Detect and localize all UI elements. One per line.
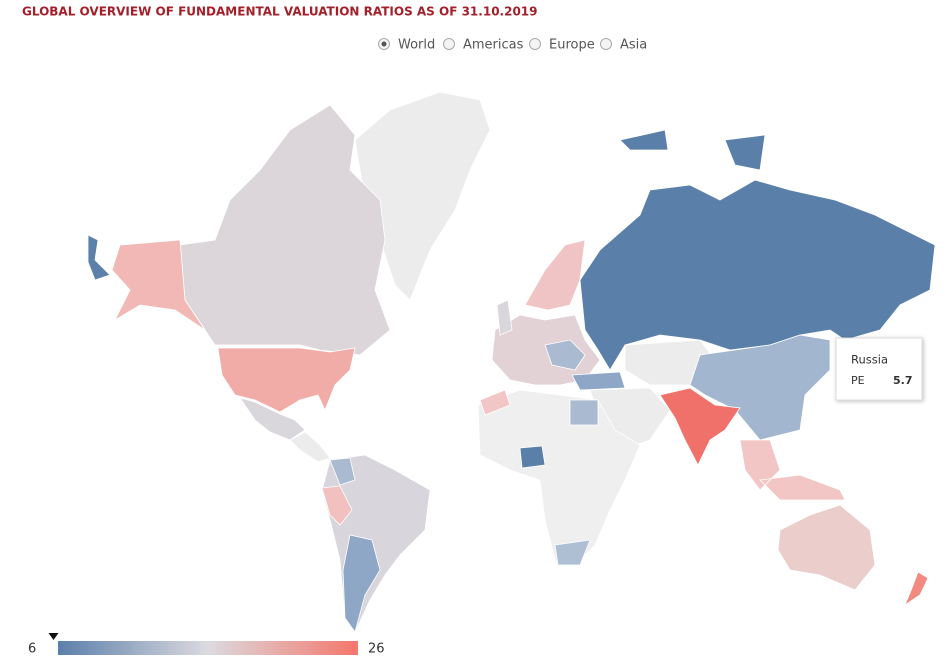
radio-label[interactable]: World [398,38,435,53]
africa [477,389,641,566]
legend-max: 26 [368,642,385,657]
egypt [569,399,599,426]
china [689,334,831,441]
nigeria [519,445,546,469]
uk [496,299,513,336]
radio-button[interactable] [443,38,455,50]
radio-label[interactable]: Asia [620,38,647,53]
tooltip-box [835,337,923,401]
color-scale [58,641,358,655]
radio-button[interactable] [529,38,541,50]
canada [179,104,391,356]
argentina [342,534,381,633]
tooltip-country: Russia [851,353,888,367]
region-filter: World Americas Europe Asia [378,38,647,53]
scandinavia [524,239,586,311]
southeast-asia [739,439,846,501]
india [659,387,741,466]
radio-button[interactable] [600,38,612,50]
legend-min: 6 [28,642,36,657]
mexico [239,397,306,441]
peru [321,485,353,526]
tooltip-value: 5.7 [893,374,913,387]
radio-label[interactable]: Americas [463,38,524,53]
countries [87,91,936,633]
radio-dot[interactable] [381,41,387,47]
aleutians [87,234,111,281]
russia [579,179,936,371]
colombia [329,457,356,486]
central-america [289,431,331,463]
alaska [111,239,206,331]
turkey [571,371,626,391]
radio-label[interactable]: Europe [549,38,595,53]
tooltip-metric: PE [851,374,865,387]
new-zealand [904,571,929,607]
australia [777,504,876,591]
south-africa [554,539,591,566]
morocco [479,389,511,416]
central-europe [544,339,586,371]
scale-marker [48,633,59,640]
usa [217,347,356,413]
title: GLOBAL OVERVIEW OF FUNDAMENTAL VALUATION… [22,5,538,19]
russia-islands [619,129,766,171]
tooltip [835,337,923,401]
